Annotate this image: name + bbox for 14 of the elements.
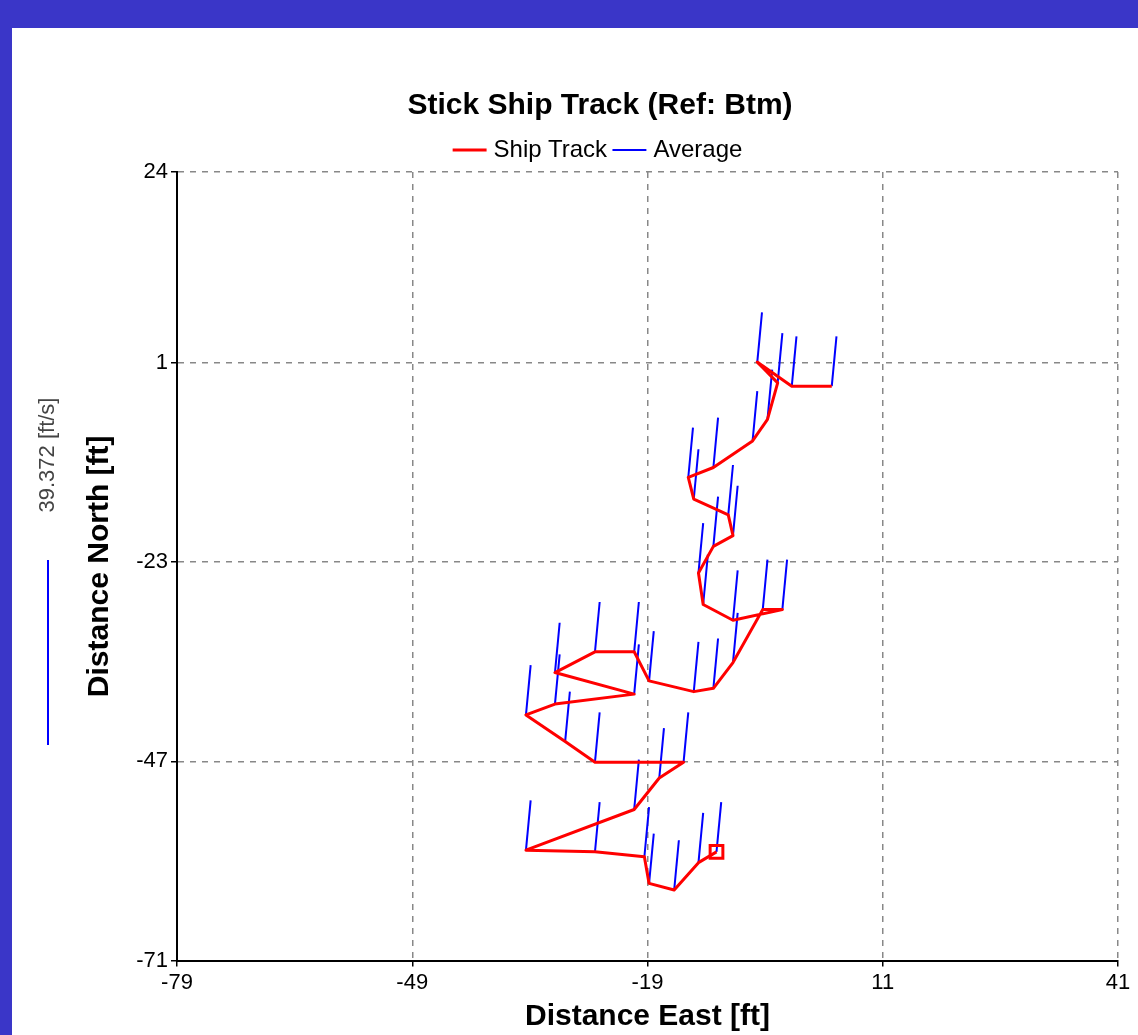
x-tick-label: 41 — [1105, 968, 1131, 994]
y-axis-title: Distance North [ft] — [81, 435, 115, 698]
x-tick-label: -19 — [631, 968, 664, 994]
x-tick-label: -49 — [396, 968, 429, 994]
text: 39.372 [ft/s] — [34, 397, 60, 513]
y-tick-label: -47 — [136, 747, 168, 773]
y-tick-label: 1 — [155, 348, 168, 374]
legend-label: Ship Track — [493, 134, 608, 162]
chart-title: Stick Ship Track (Ref: Btm) — [407, 87, 793, 121]
legend-label: Average — [653, 134, 743, 162]
x-axis-title: Distance East [ft] — [524, 998, 771, 1032]
y-tick-label: -23 — [136, 548, 168, 574]
x-tick-label: 11 — [871, 968, 895, 994]
y-tick-label: 24 — [143, 158, 168, 184]
